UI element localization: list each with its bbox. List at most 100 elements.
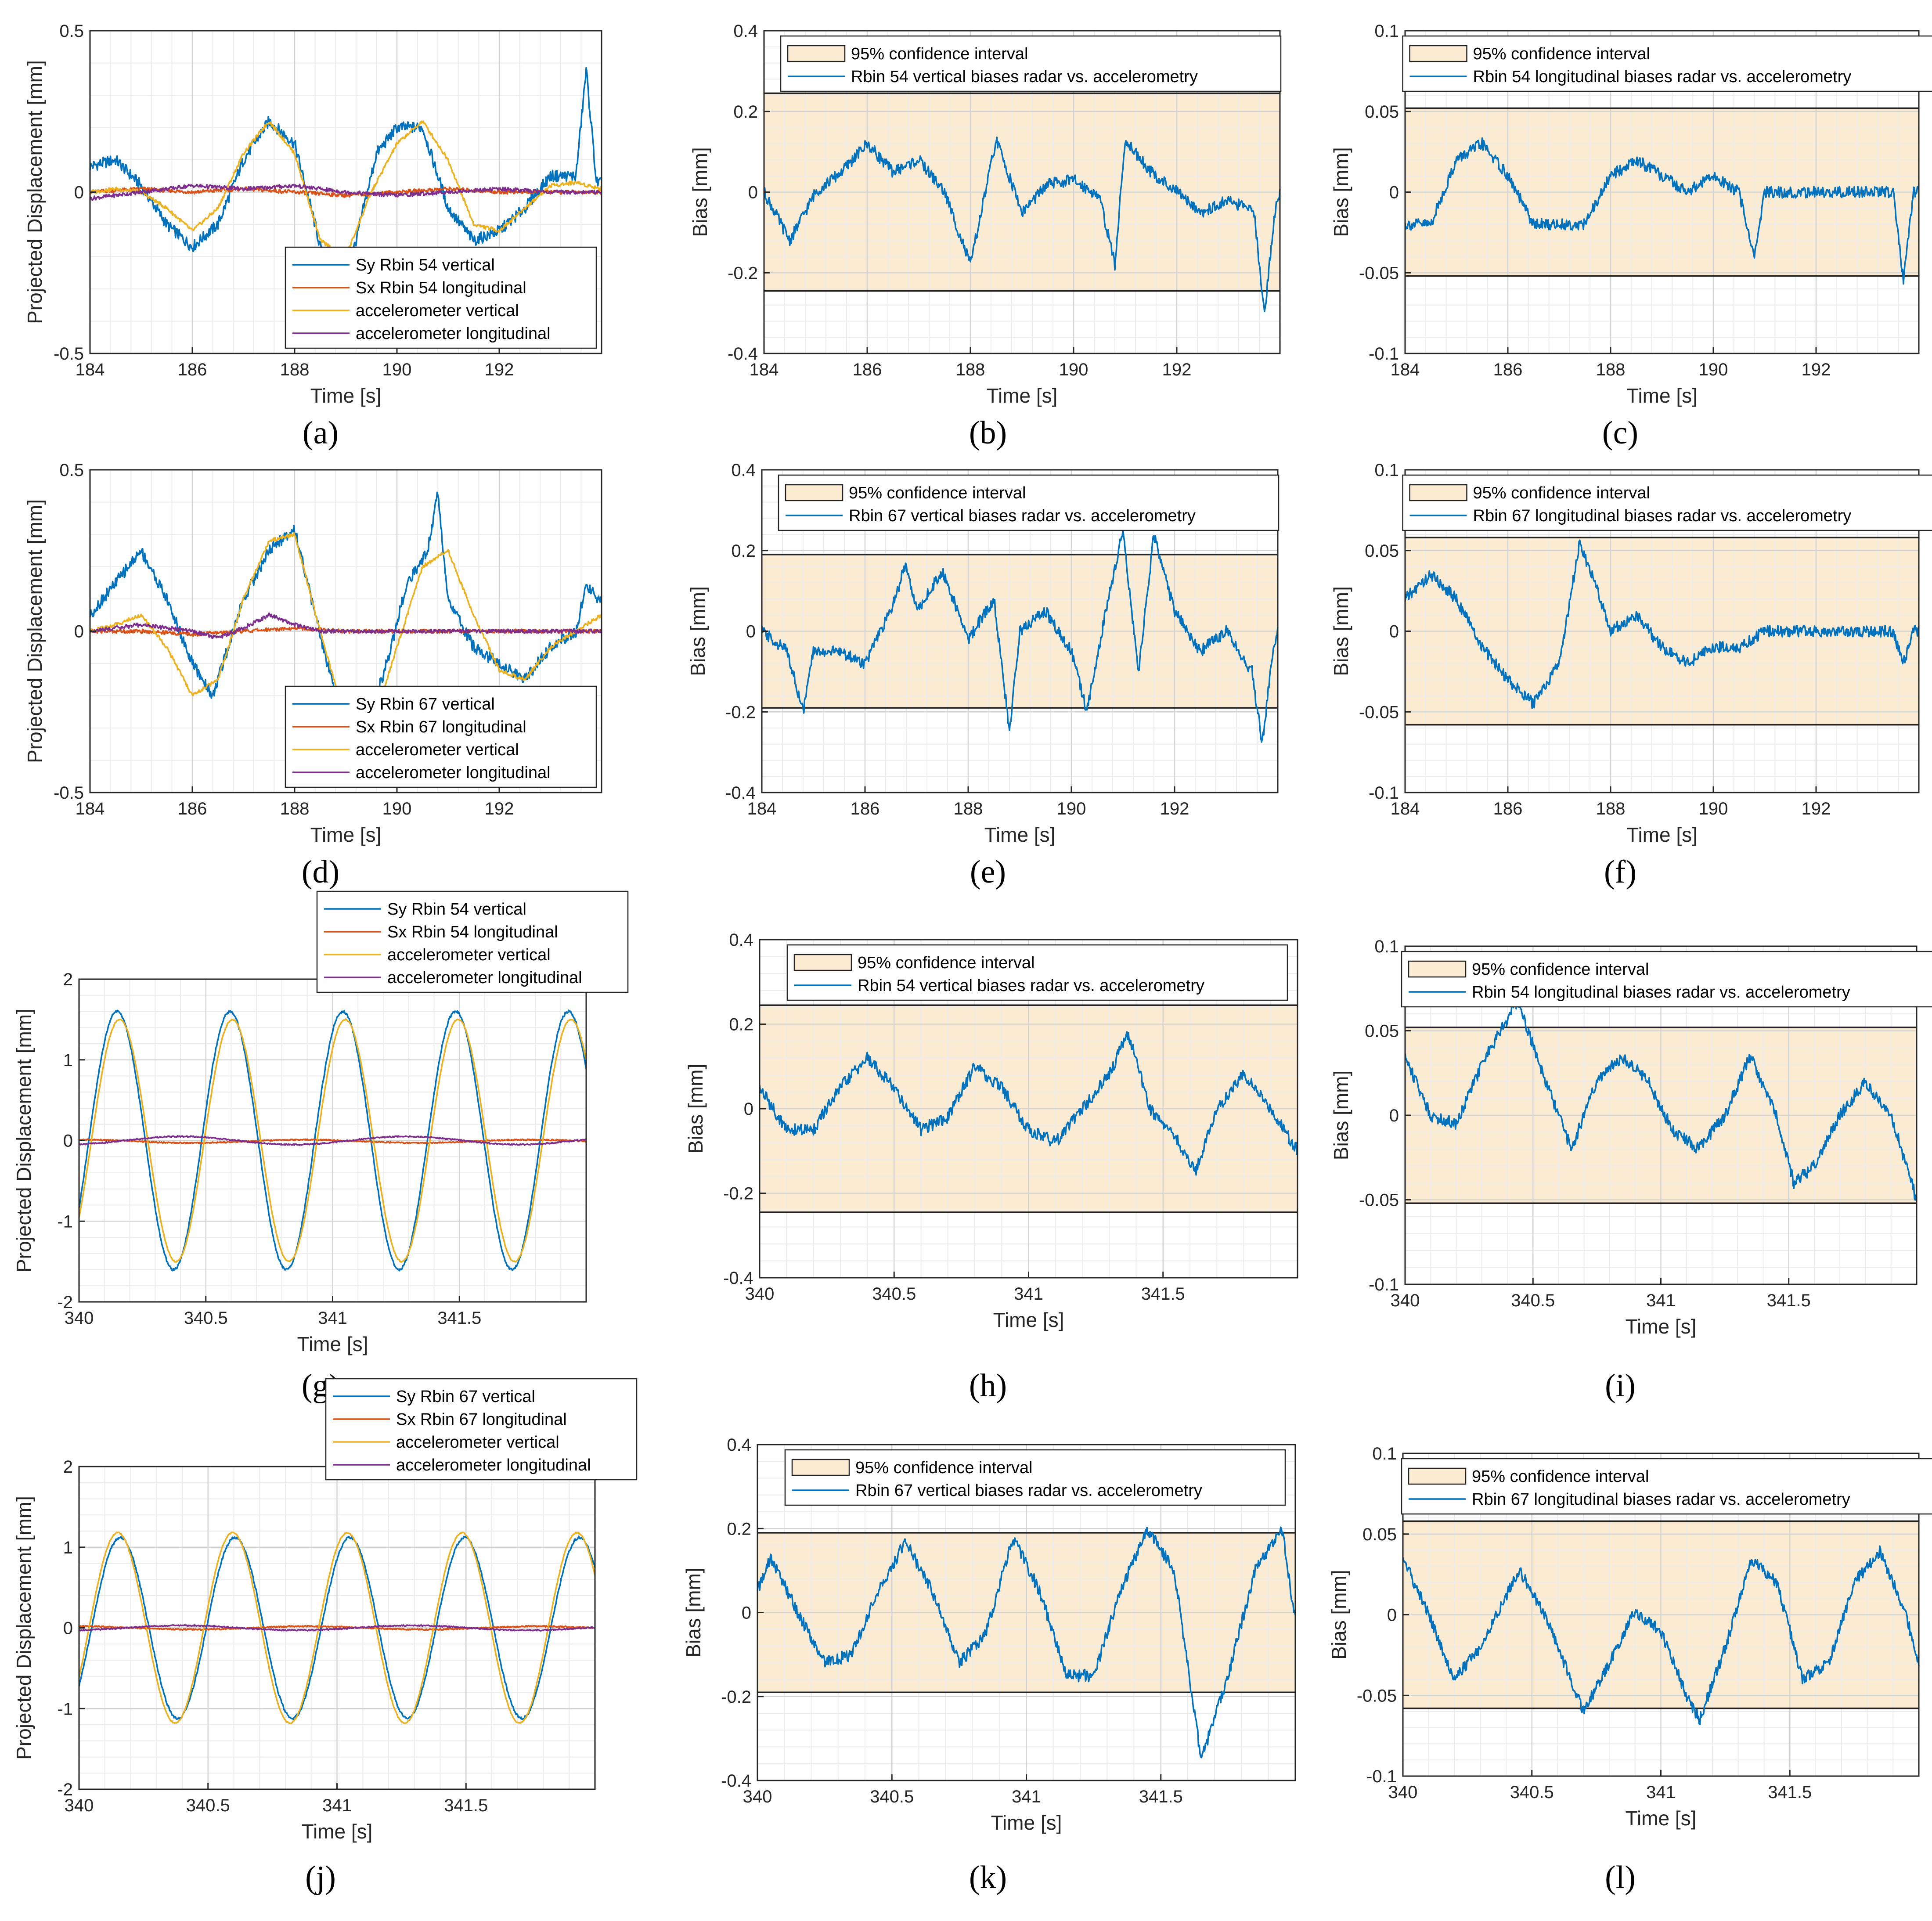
legend: 95% confidence interval Rbin 54 vertical …	[780, 35, 1282, 92]
legend-entry: 95% confidence interval	[1472, 1467, 1649, 1486]
y-tick-label: 0	[1389, 183, 1399, 202]
y-tick-label: 0.2	[731, 541, 756, 561]
x-tick-label: 340	[1388, 1783, 1418, 1802]
y-tick-label: 0.05	[1365, 102, 1399, 122]
x-tick-label: 192	[1802, 799, 1831, 818]
x-tick-label: 340.5	[184, 1308, 228, 1328]
legend-entry: 95% confidence interval	[851, 45, 1028, 63]
y-tick-label: 0.4	[727, 1435, 751, 1455]
x-tick-label: 186	[1493, 799, 1523, 818]
x-tick-label: 340.5	[872, 1284, 916, 1304]
x-tick-label: 186	[851, 799, 880, 818]
legend-box	[784, 1449, 1286, 1506]
series-line	[78, 1535, 596, 1720]
y-axis-label: Projected Displacement [mm]	[12, 1496, 35, 1760]
y-tick-label: -0.4	[725, 783, 756, 803]
legend: Sy Rbin 54 vertical Sx Rbin 54 longitudin…	[316, 890, 629, 993]
legend-entry: accelerometer vertical	[396, 1433, 559, 1452]
legend-entry: 95% confidence interval	[1473, 45, 1650, 63]
y-tick-label: -0.1	[1366, 1767, 1397, 1786]
y-tick-label: 0	[1389, 1106, 1399, 1125]
legend-entry: 95% confidence interval	[849, 484, 1026, 502]
x-tick-label: 340	[65, 1308, 94, 1328]
x-tick-label: 341.5	[1767, 1291, 1811, 1310]
y-tick-label: 0	[744, 1099, 753, 1119]
y-tick-label: 2	[63, 970, 73, 989]
legend-swatch-ci	[1409, 484, 1467, 501]
y-tick-label: -2	[57, 1780, 73, 1799]
x-tick-label: 190	[382, 360, 412, 379]
x-tick-label: 184	[747, 799, 777, 818]
legend: 95% confidence interval Rbin 67 longitudi…	[1402, 474, 1932, 531]
x-tick-label: 341	[1646, 1783, 1676, 1802]
panel-caption: (d)	[302, 854, 339, 890]
panel-caption: (a)	[303, 415, 339, 451]
legend-swatch-ci	[1408, 960, 1467, 978]
x-tick-label: 190	[1057, 799, 1086, 818]
y-tick-label: 0.1	[1374, 461, 1399, 480]
y-axis-label: Bias [mm]	[1330, 147, 1352, 237]
legend-box	[1401, 951, 1932, 1008]
x-tick-label: 188	[1596, 799, 1626, 818]
panel-caption: (i)	[1605, 1368, 1636, 1404]
y-tick-label: 0.2	[733, 102, 758, 122]
y-tick-label: -0.4	[728, 344, 758, 364]
x-tick-label: 186	[178, 799, 207, 818]
y-tick-label: 0.5	[59, 461, 84, 480]
series-line	[1402, 1545, 1920, 1725]
panel-e: 184 186 188 190 192 -0.4 -0.2 0 0.2 0.4 Time [s] Bi…	[686, 461, 1280, 890]
legend-swatch-ci	[785, 484, 843, 501]
legend-swatch-ci	[791, 1459, 850, 1476]
series-line	[759, 1031, 1298, 1176]
x-axis-label: Time [s]	[1626, 384, 1698, 407]
x-axis-label: Time [s]	[1626, 823, 1698, 846]
panel-caption: (k)	[969, 1860, 1007, 1896]
y-tick-label: 0.1	[1374, 22, 1399, 41]
panel-g: 340 340.5 341 341.5 -2 -1 0 1 2 Time [s] Projected…	[12, 890, 629, 1404]
panel-i: 340 340.5 341 341.5 -0.1 -0.05 0 0.05 0.1 Time [s…	[1330, 937, 1932, 1404]
x-tick-label: 341	[1014, 1284, 1043, 1304]
x-tick-label: 192	[485, 360, 514, 379]
panel-k: 340 340.5 341 341.5 -0.4 -0.2 0 0.2 0.4 Time [s] B…	[682, 1435, 1296, 1896]
panel-f: 184 186 188 190 192 -0.1 -0.05 0 0.05 0.1 Time [s]…	[1330, 461, 1932, 890]
legend-swatch-ci	[787, 45, 846, 62]
x-tick-label: 340	[1391, 1291, 1420, 1310]
y-tick-label: 0.4	[731, 461, 756, 480]
y-tick-label: 0.5	[59, 22, 84, 41]
legend-entry: Sy Rbin 67 vertical	[396, 1388, 535, 1406]
series-line	[78, 1018, 587, 1263]
x-tick-label: 186	[178, 360, 207, 379]
panel-caption: (e)	[970, 854, 1006, 890]
series-line	[89, 612, 602, 639]
y-tick-label: 0.4	[733, 22, 758, 41]
x-tick-label: 190	[382, 799, 412, 818]
y-tick-label: -2	[57, 1293, 73, 1312]
legend-swatch-ci	[1408, 1467, 1467, 1485]
y-tick-label: -0.1	[1369, 1275, 1399, 1294]
x-tick-label: 184	[1391, 799, 1420, 818]
y-tick-label: 0.2	[729, 1015, 753, 1034]
x-tick-label: 340.5	[1510, 1783, 1554, 1802]
y-tick-label: -0.05	[1359, 703, 1399, 722]
legend-entry: Rbin 54 vertical biases radar vs. accele…	[851, 68, 1198, 86]
series-line	[79, 1135, 587, 1146]
legend-entry: Sy Rbin 54 vertical	[356, 256, 495, 274]
legend-entry: accelerometer longitudinal	[356, 764, 551, 782]
x-axis-label: Time [s]	[987, 384, 1058, 407]
y-tick-label: -0.1	[1369, 783, 1399, 803]
x-tick-label: 341.5	[1768, 1783, 1812, 1802]
panel-l: 340 340.5 341 341.5 -0.1 -0.05 0 0.05 0.1 Time [s…	[1327, 1444, 1932, 1896]
legend-entry: Sx Rbin 54 longitudinal	[387, 923, 558, 941]
panel-caption: (f)	[1604, 854, 1636, 890]
y-tick-label: -1	[57, 1699, 73, 1719]
series-line	[757, 1526, 1296, 1759]
x-tick-label: 186	[853, 360, 882, 379]
x-tick-label: 340	[743, 1787, 772, 1806]
y-tick-label: -0.2	[725, 703, 756, 722]
y-tick-label: 0.05	[1365, 1022, 1399, 1041]
y-tick-label: -0.5	[54, 783, 84, 803]
y-tick-label: 0	[63, 1619, 73, 1638]
legend-entry: accelerometer longitudinal	[387, 969, 582, 987]
y-axis-label: Bias [mm]	[1327, 1570, 1350, 1659]
x-tick-label: 188	[956, 360, 985, 379]
